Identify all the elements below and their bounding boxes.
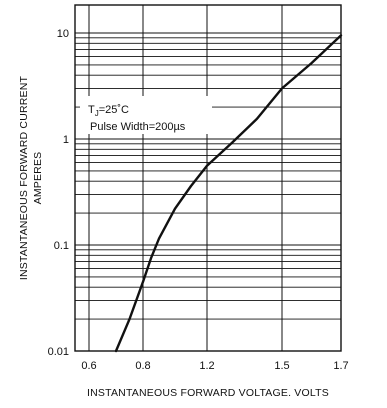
y-tick-label: 10 [57, 28, 69, 40]
grid [75, 5, 341, 351]
y-axis-label-line1: INSTANTANEOUS FORWARD CURRENT [18, 75, 30, 280]
x-axis-label: INSTANTANEOUS FORWARD VOLTAGE. VOLTS [87, 387, 329, 399]
x-tick-label: 0.8 [135, 360, 150, 372]
series-line [114, 34, 343, 353]
curve-layer [114, 34, 343, 353]
y-axis-label-line2: AMPERES [32, 152, 44, 205]
x-tick-labels: 0.6 0.8 1.2 1.5 1.7 [81, 360, 348, 372]
plot-frame [74, 4, 342, 352]
x-tick-label: 1.2 [199, 360, 214, 372]
y-tick-label: 0.01 [48, 346, 69, 358]
annotation-box [80, 96, 212, 134]
y-tick-label: 1 [63, 134, 69, 146]
x-tick-label: 0.6 [81, 360, 96, 372]
x-tick-label: 1.5 [274, 360, 289, 372]
y-tick-labels: 0.01 0.1 1 10 [48, 28, 69, 358]
x-tick-label: 1.7 [333, 360, 348, 372]
y-tick-label: 0.1 [54, 240, 69, 252]
annotation-tj: TJ=25˚C [88, 104, 129, 118]
annotation-pulse-width: Pulse Width=200µs [90, 121, 186, 133]
